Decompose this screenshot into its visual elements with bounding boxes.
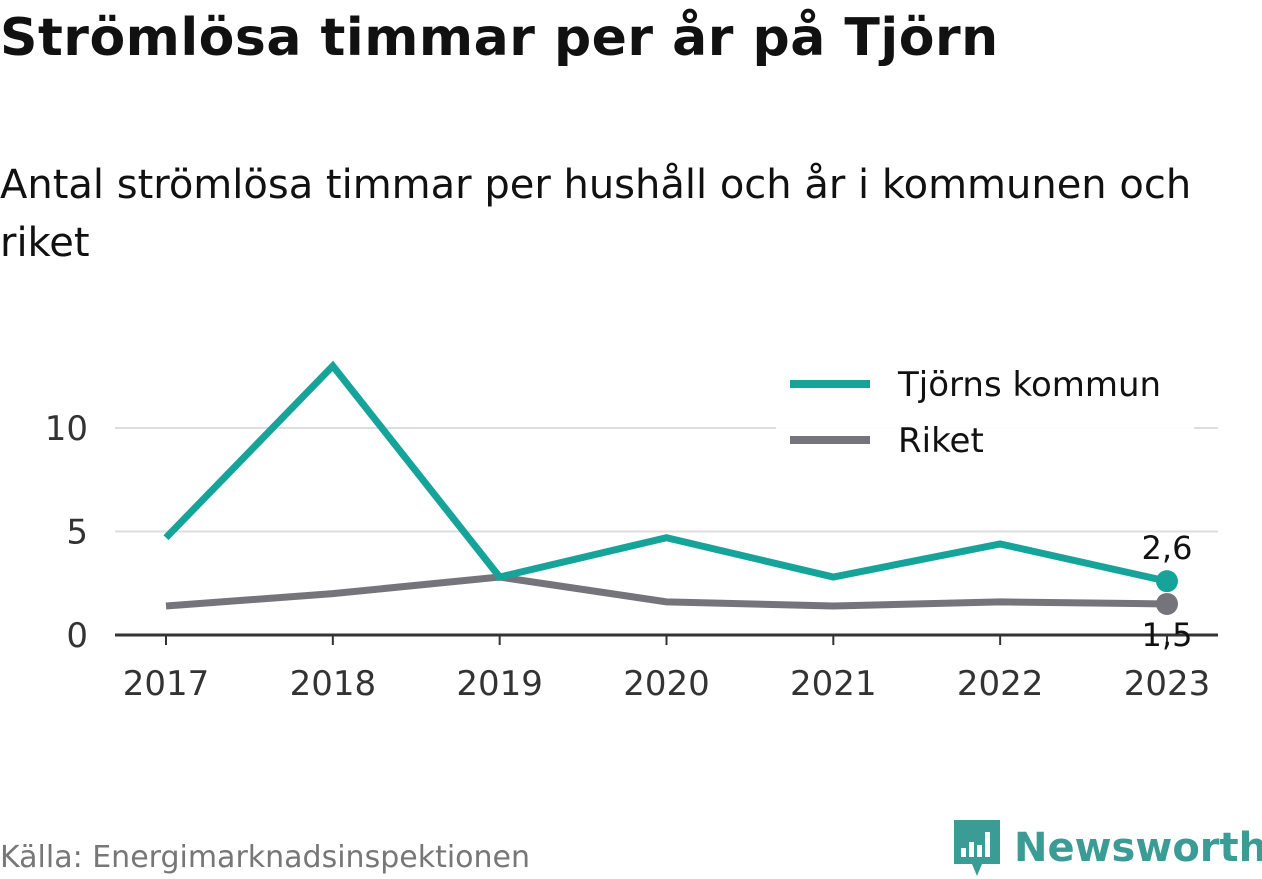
series-line bbox=[165, 573, 1168, 610]
end-point bbox=[1155, 592, 1178, 615]
data-label: 2,6 bbox=[1142, 529, 1193, 567]
x-tick-label: 2021 bbox=[790, 664, 877, 704]
y-axis-ticks: 0 5 10 bbox=[45, 409, 88, 656]
legend-label: Riket bbox=[898, 421, 984, 461]
x-axis-ticks: 2017 2018 2019 2020 2021 2022 2023 bbox=[123, 635, 1211, 704]
newsworthy-logo-icon bbox=[954, 820, 1000, 876]
legend-label: Tjörns kommun bbox=[897, 365, 1161, 405]
chart-title: Strömlösa timmar per år på Tjörn bbox=[0, 8, 999, 68]
x-tick-label: 2018 bbox=[290, 664, 377, 704]
series-lines bbox=[163, 360, 1178, 615]
x-tick-label: 2022 bbox=[957, 664, 1044, 704]
x-tick-label: 2023 bbox=[1124, 664, 1211, 704]
data-label: 1,5 bbox=[1142, 616, 1193, 654]
source-note: Källa: Energimarknadsinspektionen bbox=[0, 840, 531, 875]
series-line bbox=[163, 360, 1168, 585]
legend-background bbox=[776, 360, 1194, 472]
brand-logo[interactable]: Newsworthy bbox=[952, 818, 1262, 878]
end-labels: 2,6 1,5 bbox=[1142, 529, 1193, 654]
x-tick-label: 2020 bbox=[623, 664, 710, 704]
end-point bbox=[1155, 570, 1178, 593]
brand-name: Newsworthy bbox=[1014, 825, 1262, 871]
chart-subtitle: Antal strömlösa timmar per hushåll och å… bbox=[0, 162, 1192, 266]
x-tick-label: 2019 bbox=[456, 664, 543, 704]
legend: Tjörns kommun Riket bbox=[776, 360, 1194, 472]
x-tick-label: 2017 bbox=[123, 664, 210, 704]
y-tick-label: 0 bbox=[66, 616, 88, 656]
y-tick-label: 10 bbox=[45, 409, 88, 449]
y-tick-label: 5 bbox=[66, 513, 88, 553]
